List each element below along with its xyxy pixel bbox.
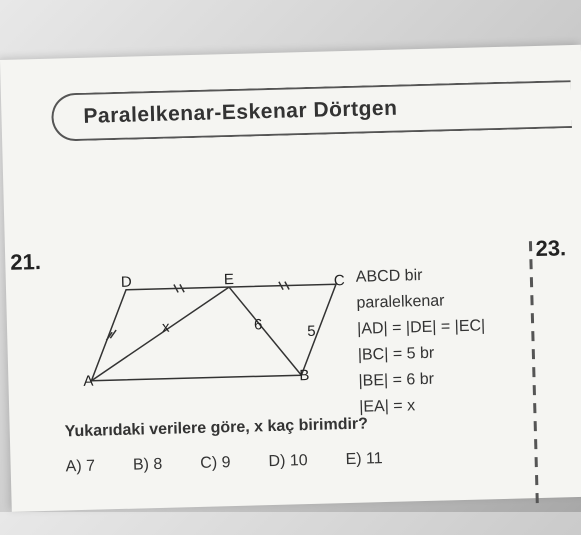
given-line-2: paralelkenar: [356, 288, 485, 315]
question-number-23: 23.: [535, 235, 566, 262]
worksheet-page: Paralelkenar-Eskenar Dörtgen 21. 23. A B…: [0, 45, 581, 512]
vertex-a: A: [83, 373, 93, 390]
given-line-3: |AD| = |DE| = |EC|: [357, 314, 486, 341]
question-number-21: 21.: [10, 249, 41, 276]
vertex-e: E: [224, 271, 234, 288]
option-a: A) 7: [65, 458, 95, 477]
given-conditions: ABCD bir paralelkenar |AD| = |DE| = |EC|…: [356, 262, 488, 421]
label-x: x: [162, 319, 170, 336]
given-line-6: |EA| = x: [359, 392, 488, 419]
option-c: C) 9: [200, 454, 231, 473]
label-five: 5: [307, 323, 316, 340]
option-b: B) 8: [133, 456, 163, 475]
section-header: Paralelkenar-Eskenar Dörtgen: [51, 80, 572, 142]
label-six: 6: [254, 316, 263, 333]
section-title: Paralelkenar-Eskenar Dörtgen: [83, 97, 397, 129]
column-divider: [529, 241, 538, 521]
vertex-d: D: [121, 274, 132, 291]
option-e: E) 11: [345, 450, 383, 469]
given-line-1: ABCD bir: [356, 262, 485, 289]
answer-options: A) 7 B) 8 C) 9 D) 10 E) 11: [65, 450, 382, 476]
parallelogram-diagram: A B C D E x 6 5: [81, 266, 344, 393]
option-d: D) 10: [268, 452, 308, 471]
vertex-b: B: [299, 367, 309, 384]
vertex-c: C: [334, 272, 345, 289]
given-line-4: |BC| = 5 br: [358, 340, 487, 367]
question-prompt: Yukarıdaki verilere göre, x kaç birimdir…: [65, 415, 369, 441]
given-line-5: |BE| = 6 br: [358, 366, 487, 393]
